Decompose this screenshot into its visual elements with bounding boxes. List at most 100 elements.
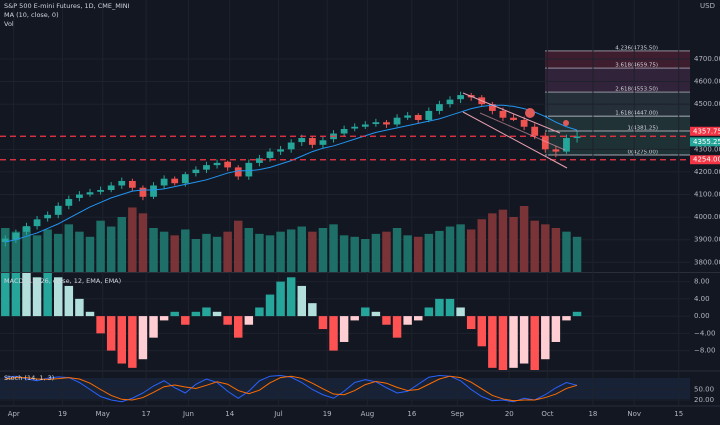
macd-bar bbox=[414, 316, 423, 321]
macd-bar bbox=[498, 316, 508, 370]
candle-body bbox=[192, 169, 200, 174]
candle-body bbox=[203, 165, 210, 170]
macd-bar bbox=[572, 311, 582, 317]
macd-bar bbox=[64, 285, 74, 317]
volume-bar bbox=[498, 209, 508, 272]
ma-line bbox=[5, 104, 578, 243]
candle-body bbox=[541, 135, 549, 150]
candle-body bbox=[436, 104, 443, 111]
candle-body bbox=[171, 178, 179, 184]
x-tick-label: May bbox=[95, 410, 109, 418]
x-tick-label: Oct bbox=[541, 410, 553, 418]
volume-bar bbox=[54, 233, 63, 272]
macd-bar bbox=[329, 316, 338, 351]
x-tick-label: 18 bbox=[588, 410, 597, 418]
macd-bar bbox=[276, 281, 285, 317]
volume-bar bbox=[456, 224, 465, 272]
volume-bar bbox=[75, 231, 84, 272]
legend-title: S&P 500 E-mini Futures, 1D, CME_MINI bbox=[4, 2, 130, 10]
macd bbox=[1, 273, 582, 370]
macd-bar bbox=[54, 277, 63, 317]
macd-bar bbox=[371, 311, 381, 317]
candle-body bbox=[86, 192, 94, 195]
candle-body bbox=[44, 214, 52, 219]
macd-bar bbox=[234, 316, 243, 338]
price-tag bbox=[690, 137, 720, 147]
macd-bar bbox=[138, 316, 148, 360]
volume-bar bbox=[159, 231, 169, 272]
y-tick-label: 8.00 bbox=[694, 278, 710, 286]
macd-bar bbox=[149, 316, 158, 338]
volume-bar bbox=[435, 230, 444, 272]
candle-body bbox=[457, 95, 464, 100]
legend-macd: MACD (12, 26, close, 12, EMA, EMA) bbox=[4, 277, 121, 285]
macd-bar bbox=[159, 316, 169, 321]
candle-body bbox=[425, 110, 433, 120]
volume-bar bbox=[329, 224, 338, 272]
volume-bar bbox=[318, 228, 328, 272]
fib-label: 4.236(4735.50) bbox=[615, 45, 658, 51]
y-tick-label: 4300.00 bbox=[694, 145, 720, 153]
candle-body bbox=[160, 178, 168, 186]
candle-body bbox=[361, 124, 369, 127]
macd-bar bbox=[1, 273, 10, 317]
volume-bar bbox=[509, 217, 518, 272]
candle-body bbox=[414, 114, 422, 120]
candle-body bbox=[33, 219, 41, 227]
macd-bar bbox=[255, 307, 264, 317]
macd-bar bbox=[191, 311, 201, 317]
panes bbox=[0, 272, 720, 407]
macd-bar bbox=[75, 298, 84, 317]
macd-bar bbox=[541, 316, 550, 360]
y-tick-label: 4600.00 bbox=[694, 78, 720, 86]
x-tick-label: 14 bbox=[225, 410, 234, 418]
macd-bar bbox=[477, 316, 486, 347]
legend-vol: Vol bbox=[4, 20, 14, 28]
volume-bar bbox=[477, 219, 486, 272]
volume-bar bbox=[488, 213, 497, 272]
macd-bar bbox=[212, 311, 222, 317]
volume-bar bbox=[297, 226, 306, 272]
volume-bar bbox=[371, 233, 381, 272]
fib-label: 1.618(4447.00) bbox=[615, 111, 658, 117]
macd-bar bbox=[339, 316, 349, 342]
macd-bar bbox=[562, 316, 571, 321]
candle-body bbox=[266, 151, 274, 158]
volume-bar bbox=[85, 236, 95, 272]
drawings bbox=[462, 92, 569, 169]
volume-bar bbox=[519, 206, 529, 272]
currency: USD bbox=[700, 2, 715, 10]
macd-bar bbox=[170, 311, 179, 317]
macd-bar bbox=[11, 273, 21, 317]
volume-bar bbox=[149, 228, 158, 272]
x-tick-label: Jun bbox=[182, 410, 194, 418]
macd-bar bbox=[361, 307, 370, 317]
y-tick-label: 50.00 bbox=[694, 386, 714, 394]
volume-bar bbox=[22, 226, 31, 272]
macd-bar bbox=[202, 307, 211, 317]
price-tag-label: 4254.00 bbox=[693, 156, 720, 164]
candle-body bbox=[128, 180, 136, 188]
price-tag-label: 4355.25 bbox=[693, 138, 720, 146]
candle-body bbox=[76, 194, 83, 198]
fib-label: 3.618(4659.75) bbox=[615, 63, 658, 69]
y-tick-label: 3800.00 bbox=[694, 258, 720, 266]
x-tick-label: Apr bbox=[8, 410, 20, 418]
candle-body bbox=[277, 149, 284, 152]
candle-body bbox=[224, 161, 232, 168]
volume-bar bbox=[265, 235, 275, 272]
macd-bar bbox=[488, 316, 497, 368]
volume-bar bbox=[445, 226, 455, 272]
volume-bar bbox=[138, 213, 148, 272]
price-tag bbox=[690, 126, 720, 136]
marker bbox=[563, 120, 569, 126]
x-tick-label: 19 bbox=[323, 410, 332, 418]
macd-bar bbox=[551, 316, 561, 342]
candle-body bbox=[404, 115, 412, 118]
channel-line bbox=[479, 112, 566, 151]
macd-bar bbox=[519, 316, 529, 364]
channel-line bbox=[462, 92, 561, 134]
stoch-d bbox=[5, 375, 578, 402]
y-tick-label: 3900.00 bbox=[694, 236, 720, 244]
